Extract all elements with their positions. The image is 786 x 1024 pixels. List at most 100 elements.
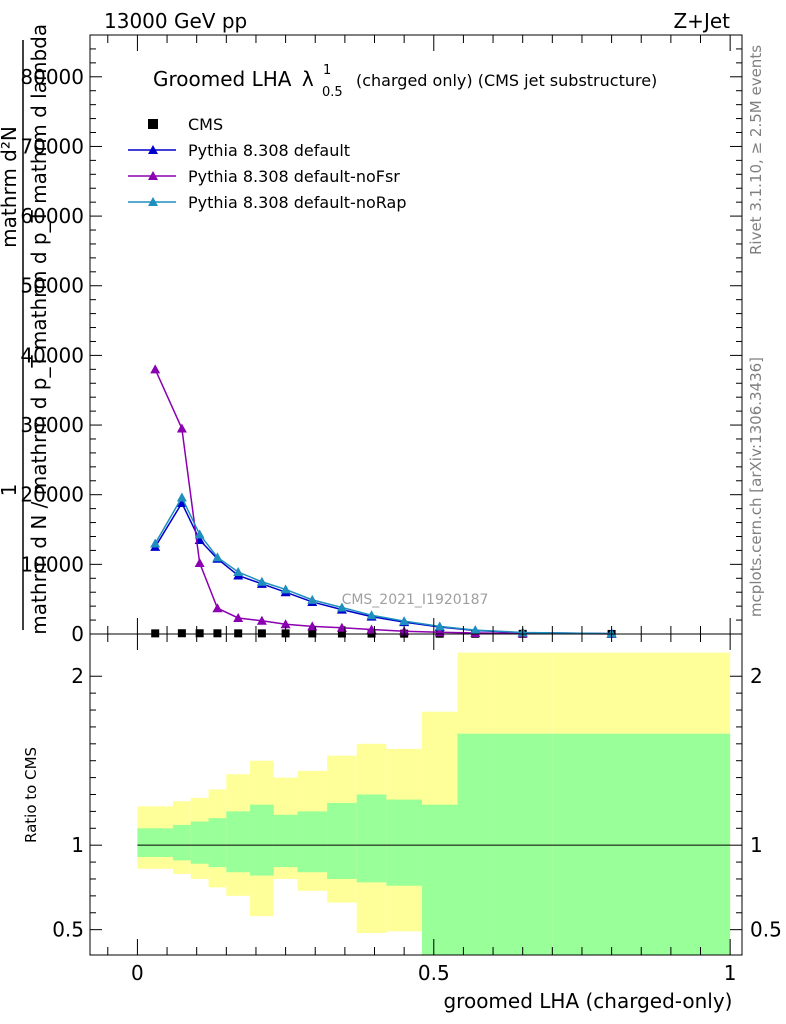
- data-point: [213, 629, 222, 638]
- x-tick-label: 0: [131, 961, 144, 985]
- y-label-one: 1: [0, 484, 21, 497]
- ratio-band-stat: [250, 804, 274, 876]
- ratio-band-stat: [190, 821, 209, 864]
- ratio-plot: 0.5 0.5 1 1 2 2 0 0.5 1: [52, 633, 782, 985]
- ratio-bands-layer: [137, 652, 731, 955]
- ratio-band-stat: [297, 811, 328, 873]
- x-tick-label: 0.5: [418, 961, 450, 985]
- data-point: [233, 612, 244, 622]
- ratio-band-stat: [356, 794, 387, 883]
- data-point: [257, 629, 266, 638]
- ratio-band-group: [137, 652, 731, 955]
- y-label-bottom: mathrm d N / mathrm d p_T: [27, 355, 51, 635]
- y-tick-label: 10000: [20, 552, 84, 576]
- ratio-band-stat: [552, 733, 731, 955]
- data-point: [176, 492, 187, 502]
- legend-item: Pythia 8.308 default: [128, 141, 350, 160]
- ratio-y-tick-label-right: 1: [750, 833, 763, 857]
- data-point: [194, 529, 205, 539]
- ratio-axes: 0.5 0.5 1 1 2 2 0 0.5 1: [52, 633, 782, 985]
- title-symbol: λ: [302, 67, 314, 91]
- ratio-y-label: Ratio to CMS: [22, 747, 40, 843]
- main-y-axis-label: mathrm d²N mathrm d p_T mathrm d lambda …: [0, 24, 51, 635]
- ratio-band-stat: [172, 824, 191, 861]
- main-axes: 0 10000 20000 30000 40000 50000 60000 70000 8000…: [20, 34, 743, 646]
- mcplots-label: mcplots.cern.ch [arXiv:1306.3436]: [747, 357, 765, 617]
- y-tick-label: 0: [71, 622, 84, 646]
- data-point: [280, 619, 291, 629]
- legend-label: CMS: [188, 115, 223, 134]
- energy-label: 13000 GeV pp: [104, 9, 247, 33]
- ratio-band-stat: [386, 799, 422, 886]
- data-point: [366, 610, 377, 620]
- data-point: [256, 615, 267, 625]
- y-tick-label: 70000: [20, 134, 84, 158]
- y-label-top-line2: mathrm d p_T mathrm d lambda: [27, 24, 51, 350]
- data-point: [256, 576, 267, 586]
- series-line-3: [154, 495, 612, 635]
- watermark: CMS_2021_I1920187: [342, 592, 489, 608]
- data-point: [307, 594, 318, 604]
- ratio-band-stat: [493, 733, 553, 955]
- data-point: [177, 629, 186, 638]
- y-tick-label: 80000: [20, 65, 84, 89]
- data-point: [194, 557, 205, 567]
- data-point: [150, 538, 161, 548]
- ratio-band-stat: [226, 811, 251, 873]
- ratio-y-tick-label-right: 0.5: [750, 918, 782, 942]
- process-label: Z+Jet: [673, 9, 730, 33]
- data-point: [212, 603, 223, 613]
- data-point: [212, 552, 223, 562]
- y-tick-label: 30000: [20, 413, 84, 437]
- data-point: [151, 629, 160, 638]
- legend: CMS Pythia 8.308 default Pythia 8.308 defa…: [128, 115, 406, 212]
- x-tick-label: 1: [724, 961, 737, 985]
- legend-item: CMS: [148, 115, 223, 134]
- y-label-top: mathrm d²N: [0, 126, 21, 248]
- data-point: [176, 498, 187, 508]
- legend-marker: [148, 171, 158, 180]
- ratio-band-stat: [327, 802, 357, 879]
- data-point: [150, 364, 161, 374]
- series-3: [150, 492, 617, 638]
- title-suffix: (charged only) (CMS jet substructure): [356, 71, 657, 90]
- title-subscript: 0.5: [322, 85, 343, 100]
- legend-marker: [148, 119, 158, 129]
- data-point: [470, 625, 481, 635]
- title-superscript: 1: [323, 63, 331, 78]
- ratio-band-stat: [421, 804, 458, 955]
- series-line-1: [154, 501, 612, 635]
- legend-label: Pythia 8.308 default-noRap: [188, 193, 406, 212]
- legend-item: Pythia 8.308 default-noFsr: [128, 167, 400, 186]
- data-point: [233, 567, 244, 577]
- ratio-band-stat: [208, 818, 227, 868]
- ratio-band-stat: [137, 828, 173, 858]
- data-point: [280, 584, 291, 594]
- legend-item: Pythia 8.308 default-noRap: [128, 193, 406, 212]
- y-tick-label: 20000: [20, 483, 84, 507]
- rivet-label: Rivet 3.1.10, ≥ 2.5M events: [747, 45, 765, 255]
- ratio-y-tick-label: 0.5: [52, 918, 84, 942]
- legend-marker: [148, 197, 158, 206]
- ratio-band-stat: [273, 814, 298, 868]
- ratio-y-tick-label-right: 2: [750, 664, 763, 688]
- legend-marker: [148, 145, 158, 154]
- data-point: [308, 629, 317, 638]
- x-axis-label: groomed LHA (charged-only): [443, 989, 732, 1013]
- data-point: [336, 602, 347, 612]
- ratio-y-tick-label: 1: [71, 833, 84, 857]
- data-point: [195, 629, 204, 638]
- data-point: [234, 629, 243, 638]
- main-plot: 0 10000 20000 30000 40000 50000 60000 70000 8000…: [20, 34, 743, 646]
- legend-label: Pythia 8.308 default-noFsr: [188, 167, 400, 186]
- ratio-band-stat: [457, 733, 494, 955]
- data-point: [434, 621, 445, 631]
- data-point: [399, 616, 410, 626]
- y-tick-label: 40000: [20, 343, 84, 367]
- y-tick-label: 50000: [20, 274, 84, 298]
- chart-title: Groomed LHA λ 1 0.5 (charged only) (CMS …: [153, 63, 657, 100]
- svg-text:Groomed LHA λ: Groomed LHA λ: [153, 67, 314, 91]
- legend-label: Pythia 8.308 default: [188, 141, 350, 160]
- data-point: [176, 423, 187, 433]
